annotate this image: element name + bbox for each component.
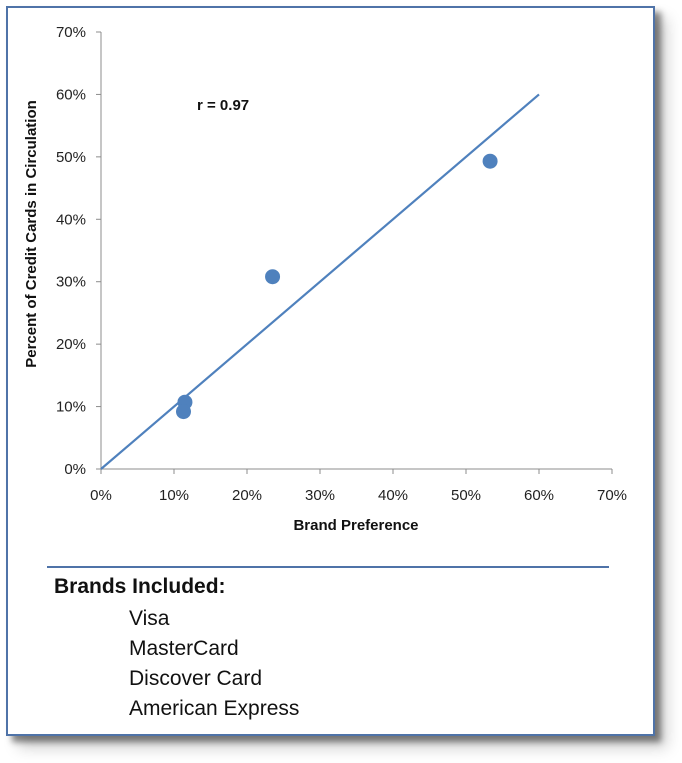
chart-axes [96,31,613,474]
x-tick-label: 70% [597,487,627,504]
y-tick-label: 0% [64,461,86,478]
correlation-annotation: r = 0.97 [197,97,249,114]
section-divider [47,566,609,568]
data-point [175,404,191,420]
x-tick-label: 30% [305,487,335,504]
x-tick-label: 60% [524,487,554,504]
y-tick-label: 20% [56,336,86,353]
x-tick-label: 50% [451,487,481,504]
data-points [175,153,498,420]
figure-frame [6,6,655,736]
data-point [482,153,498,169]
brands-included-title: Brands Included: [54,575,226,598]
brand-item-amex: American Express [129,697,300,720]
trendline [100,93,540,470]
y-tick-label: 30% [56,274,86,291]
brand-list: Visa MasterCard Discover Card American E… [129,604,299,724]
x-tick-label: 40% [378,487,408,504]
x-tick-label: 20% [232,487,262,504]
y-axis-title: Percent of Credit Cards in Circulation [23,100,40,368]
data-point [265,269,281,285]
x-axis-title: Brand Preference [293,517,418,534]
y-tick-label: 40% [56,211,86,228]
y-tick-label: 50% [56,149,86,166]
x-tick-label: 0% [90,487,112,504]
brand-item-discover: Discover Card [129,667,263,690]
brand-item-mastercard: MasterCard [129,637,239,660]
brand-item-visa: Visa [129,607,170,630]
x-tick-label: 10% [159,487,189,504]
y-tick-label: 70% [56,24,86,41]
y-tick-label: 60% [56,86,86,103]
tick-labels: 0% 10% 20% 30% 40% 50% 60% 70% 0% 10% 20% 30% 40% 50%… [56,24,627,504]
y-tick-label: 10% [56,399,86,416]
